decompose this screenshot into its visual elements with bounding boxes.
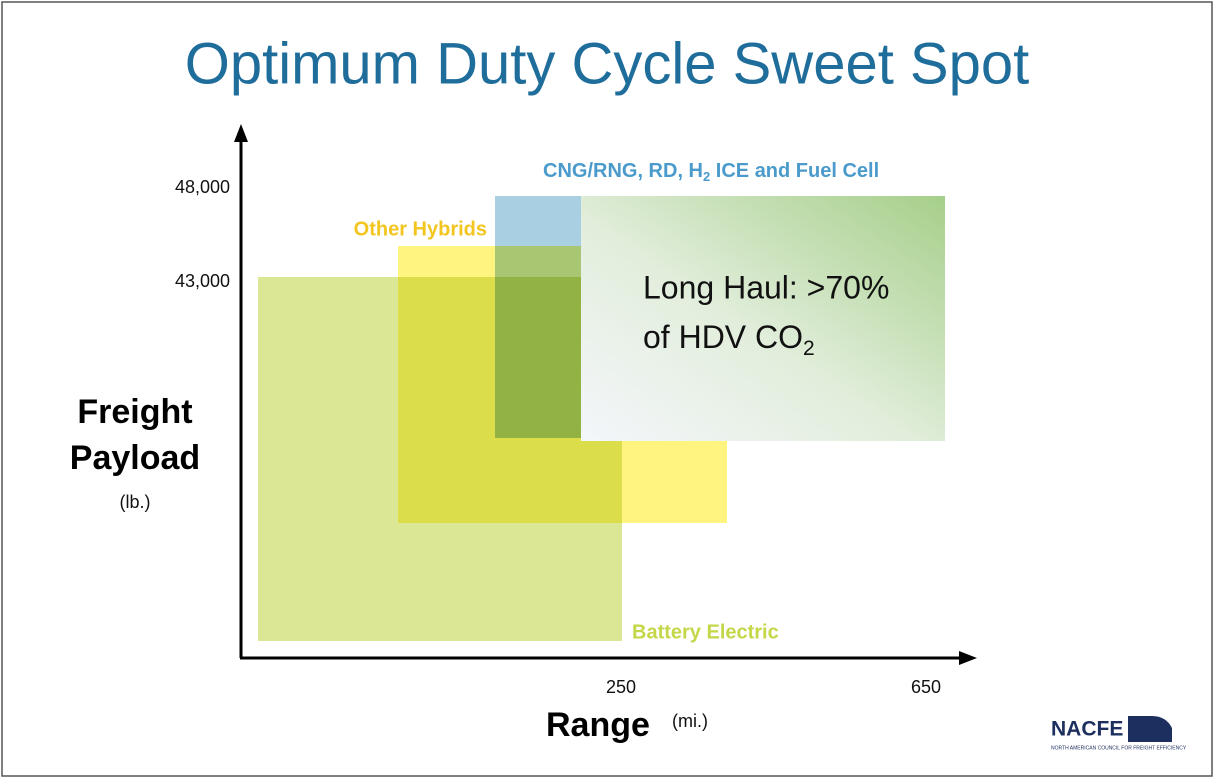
long-haul-region	[581, 196, 945, 441]
y-axis-arrow	[234, 124, 248, 142]
y-axis-label: Freight	[77, 393, 192, 431]
long-haul-text: of HDV CO2	[643, 319, 815, 359]
x-tick-label: 250	[606, 677, 636, 697]
cng-label: CNG/RNG, RD, H2 ICE and Fuel Cell	[543, 160, 879, 184]
logo-name: NACFE	[1051, 718, 1123, 741]
y-axis-unit: (lb.)	[120, 492, 151, 512]
logo-truck	[1128, 716, 1172, 742]
logo-tagline: NORTH AMERICAN COUNCIL FOR FREIGHT EFFIC…	[1051, 745, 1187, 751]
long-haul-text: Long Haul: >70%	[643, 269, 889, 305]
title: Optimum Duty Cycle Sweet Spot	[185, 31, 1030, 96]
x-axis-unit: (mi.)	[672, 711, 708, 731]
x-axis-label: Range	[546, 706, 650, 744]
y-axis-label: Payload	[70, 439, 200, 477]
y-tick-label: 43,000	[175, 271, 230, 291]
x-tick-label: 650	[911, 677, 941, 697]
battery-label: Battery Electric	[632, 621, 779, 643]
x-axis-arrow	[959, 651, 977, 665]
logo: NACFE NORTH AMERICAN COUNCIL FOR FREIGHT…	[1051, 716, 1187, 751]
hybrids-label: Other Hybrids	[354, 218, 487, 240]
y-tick-label: 48,000	[175, 177, 230, 197]
